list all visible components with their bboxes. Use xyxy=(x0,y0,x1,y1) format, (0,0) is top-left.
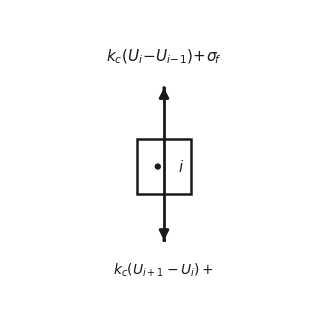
Text: $k_c(U_{i+1}-U_i)+$: $k_c(U_{i+1}-U_i)+$ xyxy=(114,261,214,279)
Text: $i$: $i$ xyxy=(178,158,184,174)
Text: $k_c(U_i\!-\!U_{i\!-\!1})\!+\!\sigma_{\!f}$: $k_c(U_i\!-\!U_{i\!-\!1})\!+\!\sigma_{\!… xyxy=(107,48,221,66)
Bar xyxy=(137,140,191,194)
Circle shape xyxy=(155,164,160,169)
